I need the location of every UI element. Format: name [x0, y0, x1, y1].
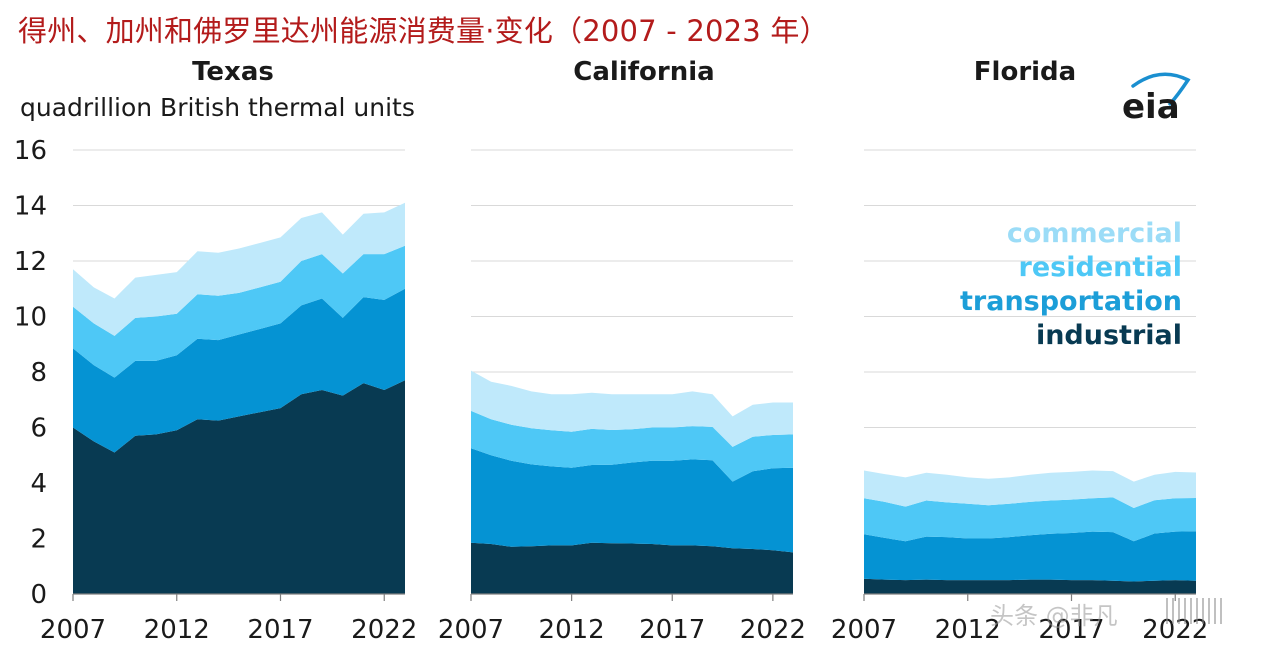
x-tick-label: 2007 — [438, 615, 504, 645]
x-tick-label: 2017 — [639, 615, 705, 645]
x-tick-label: 2012 — [539, 615, 605, 645]
area-florida-residential — [864, 497, 1196, 542]
eia-logo-swoosh — [1131, 72, 1191, 106]
area-florida-industrial — [864, 578, 1196, 594]
x-tick-label: 2022 — [740, 615, 806, 645]
area-texas-residential — [73, 245, 405, 378]
eia-logo: eia — [1122, 72, 1191, 127]
x-tick-label: 2012 — [144, 615, 210, 645]
watermark-bars — [1166, 598, 1226, 624]
chart-legend: commercialresidentialtransportationindus… — [960, 218, 1182, 351]
eia-logo-text: eia — [1122, 87, 1180, 127]
x-tick-label: 2007 — [831, 615, 897, 645]
y-tick-label: 6 — [30, 414, 47, 444]
page-title: 得州、加州和佛罗里达州能源消费量·变化（2007 - 2023 年） — [18, 14, 829, 48]
area-texas-industrial — [73, 380, 405, 594]
area-florida-commercial — [864, 470, 1196, 508]
legend-item-transportation: transportation — [960, 286, 1182, 317]
y-tick-label: 0 — [30, 580, 47, 610]
legend-item-industrial: industrial — [1036, 320, 1182, 351]
panel-title-texas: Texas — [192, 57, 274, 87]
area-california-commercial — [471, 370, 793, 447]
panel-texas: 2007 2012 2017 2022 0 2 4 6 8 10 12 14 16 quadrillion… — [14, 57, 417, 645]
x-tick-label: 2007 — [40, 615, 106, 645]
panel-title-california: California — [573, 57, 714, 87]
x-tick-label: 2022 — [351, 615, 417, 645]
area-california-transportation — [471, 448, 793, 553]
y-tick-label: 10 — [14, 303, 47, 333]
y-tick-label: 8 — [30, 358, 47, 388]
panel-title-florida: Florida — [974, 57, 1076, 87]
area-texas-commercial — [73, 202, 405, 336]
y-tick-label: 16 — [14, 136, 47, 166]
legend-item-commercial: commercial — [1007, 218, 1182, 249]
watermark-text: 头条 @非凡 — [990, 602, 1118, 630]
area-california-residential — [471, 410, 793, 482]
x-tick-label: 2017 — [247, 615, 313, 645]
area-texas-transportation — [73, 288, 405, 453]
chart-panels: 2007 2012 2017 2022 0 2 4 6 8 10 12 14 16 quadrillion… — [14, 57, 1208, 645]
y-tick-label: 2 — [30, 525, 47, 555]
y-axis-label: quadrillion British thermal units — [20, 93, 415, 122]
panel-california: 2007 2012 2017 2022 California — [438, 57, 806, 645]
area-california-industrial — [471, 542, 793, 594]
x-tick-label: 2012 — [935, 615, 1001, 645]
y-tick-label: 12 — [14, 247, 47, 277]
x-tick-label: 2017 — [1038, 615, 1104, 645]
legend-item-residential: residential — [1019, 252, 1182, 283]
y-tick-label: 14 — [14, 192, 47, 222]
area-florida-transportation — [864, 531, 1196, 582]
y-tick-label: 4 — [30, 469, 47, 499]
